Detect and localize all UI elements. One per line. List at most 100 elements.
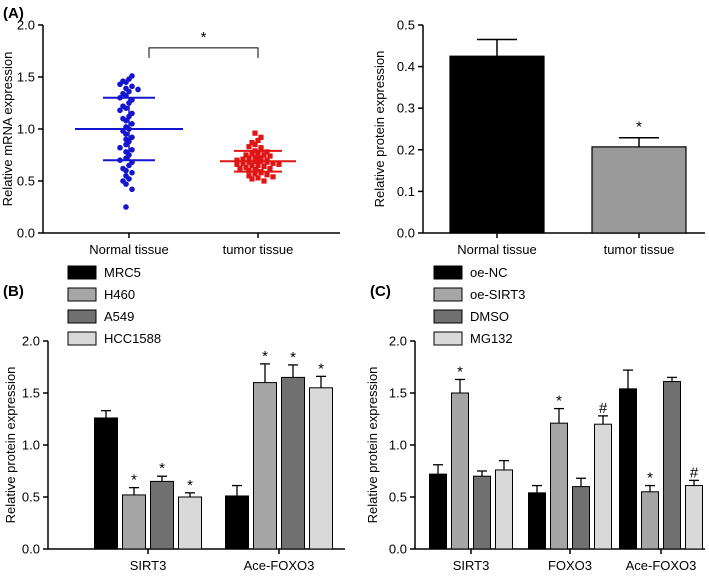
significance-marker: * — [159, 460, 165, 477]
bar-mg132 — [594, 423, 612, 550]
significance-marker: * — [318, 360, 324, 377]
scatter-series-tumor — [220, 130, 296, 184]
data-point — [249, 162, 255, 168]
data-point — [246, 168, 252, 174]
y-tick-label: 2.0 — [389, 334, 407, 349]
data-point — [129, 121, 135, 127]
y-tick-label: 1.5 — [17, 70, 35, 85]
data-point — [252, 142, 258, 148]
data-point — [261, 178, 267, 184]
x-tick-label: tumor tissue — [604, 242, 675, 257]
bar-mrc5 — [225, 495, 249, 550]
legend-label: DMSO — [470, 309, 509, 324]
y-tick-label: 0.0 — [22, 542, 40, 557]
data-point — [258, 134, 264, 140]
significance-marker: * — [457, 363, 463, 380]
data-point — [123, 105, 129, 111]
scatter-series-normal — [75, 73, 183, 210]
y-tick-label: 1.5 — [22, 386, 40, 401]
bar-hcc1588 — [309, 387, 333, 550]
data-point — [234, 161, 240, 167]
data-point — [258, 155, 264, 161]
data-point — [123, 79, 129, 85]
bar-normal-tissue — [449, 55, 545, 234]
data-point — [249, 151, 255, 157]
data-point — [234, 157, 240, 163]
data-point — [123, 204, 129, 210]
data-point — [123, 117, 129, 124]
data-point — [243, 164, 249, 171]
data-point — [258, 147, 264, 153]
significance-marker: * — [636, 119, 642, 136]
y-tick-label: 0.0 — [17, 226, 35, 241]
bar-oe-sirt3 — [641, 491, 659, 550]
legend-swatch — [433, 331, 463, 346]
bar-dmso — [663, 381, 681, 550]
data-point — [252, 130, 258, 136]
bar-group-foxo3: * # — [528, 393, 612, 550]
y-axis-title: Relative protein expression — [3, 367, 18, 524]
legend-swatch — [67, 287, 97, 302]
data-point — [117, 107, 123, 114]
y-axis-title: Relative protein expression — [372, 51, 387, 208]
x-tick-label: Normal tissue — [457, 242, 536, 257]
data-point — [255, 175, 261, 181]
panel-label-b: (B) — [3, 283, 24, 300]
bar-oe-nc — [528, 492, 546, 550]
data-point — [126, 162, 132, 169]
bar-oe-nc — [429, 473, 447, 550]
data-point — [129, 134, 135, 141]
data-point — [255, 137, 261, 144]
y-axis-title: Relative mRNA expression — [0, 52, 15, 207]
data-point — [246, 155, 252, 161]
legend-swatch — [433, 309, 463, 324]
bar-oe-sirt3 — [451, 392, 469, 550]
y-tick-label: 1.0 — [17, 122, 35, 137]
y-tick-label: 0.5 — [22, 490, 40, 505]
data-point — [276, 161, 282, 167]
data-point — [123, 181, 129, 187]
x-tick-label: Ace-FOXO3 — [244, 558, 315, 573]
legend-C: oe-NC oe-SIRT3 DMSO MG132 — [433, 265, 525, 346]
significance-bracket — [148, 47, 259, 58]
legend-label: MG132 — [470, 331, 513, 346]
legend-label: oe-NC — [470, 265, 508, 280]
bar-h460 — [122, 494, 146, 550]
data-point — [252, 154, 258, 160]
significance-marker: * — [262, 348, 268, 365]
data-point — [264, 159, 270, 165]
data-point — [129, 147, 135, 153]
bar-a549 — [150, 480, 174, 550]
bar-mrc5 — [94, 417, 118, 550]
y-tick-label: 2.0 — [22, 334, 40, 349]
x-tick-label: tumor tissue — [223, 242, 294, 257]
data-point — [252, 166, 258, 173]
data-point — [261, 163, 267, 170]
data-point — [270, 160, 276, 166]
bar-oe-nc — [619, 388, 637, 550]
data-point — [243, 152, 249, 158]
bar-oe-sirt3 — [550, 422, 568, 550]
x-tick-label: Normal tissue — [89, 242, 168, 257]
data-point — [249, 139, 255, 146]
data-point — [126, 176, 132, 182]
significance-marker: * — [556, 393, 562, 410]
bar-group-ace-foxo3: * # — [619, 369, 703, 550]
axes-A_right: 0.0 0.1 0.2 0.3 0.4 0.5 Relative protein expre… — [372, 18, 705, 241]
data-point — [135, 86, 141, 93]
y-tick-label: 0.0 — [397, 226, 415, 241]
bar-group-sirt3: * * * — [94, 410, 202, 550]
bar-tumor-tissue — [591, 146, 687, 234]
y-tick-label: 0.4 — [397, 59, 415, 74]
data-point — [270, 174, 276, 180]
bar-dmso — [473, 475, 491, 550]
significance-marker: * — [290, 349, 296, 366]
data-point — [129, 186, 135, 193]
y-tick-label: 0.0 — [389, 542, 407, 557]
legend-label: H460 — [104, 287, 135, 302]
data-point — [264, 149, 270, 155]
legend-label: oe-SIRT3 — [470, 287, 525, 302]
data-point — [252, 171, 258, 177]
data-point — [129, 83, 135, 90]
